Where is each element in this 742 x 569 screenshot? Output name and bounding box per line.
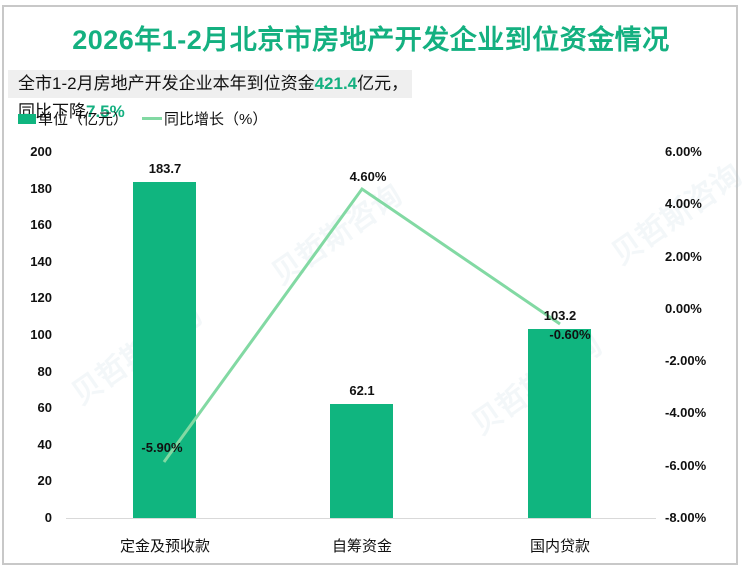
legend-line-label: 同比增长（%） (164, 111, 268, 128)
right-tick: 2.00% (665, 249, 702, 264)
left-tick: 0 (44, 510, 52, 525)
right-tick: 6.00% (665, 144, 702, 159)
bar-self-raised (330, 404, 393, 518)
x-axis-line (66, 518, 656, 519)
x-label: 自筹资金 (331, 538, 392, 555)
legend-line-swatch (142, 117, 163, 120)
chart-frame (2, 5, 738, 565)
bar-value-label: 62.1 (349, 383, 375, 398)
bar-domestic-loans (528, 329, 591, 518)
left-tick: 40 (37, 437, 52, 452)
growth-label: -5.90% (141, 440, 183, 455)
right-tick: -6.00% (665, 458, 707, 473)
left-tick: 20 (37, 473, 52, 488)
left-tick: 60 (37, 400, 52, 415)
right-tick: 4.00% (665, 196, 702, 211)
growth-label: -0.60% (549, 327, 591, 342)
left-tick: 180 (30, 181, 52, 196)
left-tick: 120 (30, 290, 52, 305)
subtitle-pct: 7.5% (86, 102, 125, 121)
bar-value-label: 183.7 (148, 161, 182, 176)
right-tick: -2.00% (665, 353, 707, 368)
legend: 单位（亿元） 同比增长（%） (18, 108, 267, 129)
right-tick: -4.00% (665, 405, 707, 420)
bar-value-label: 103.2 (543, 308, 577, 323)
legend-bar-label: 单位（亿元） (38, 111, 129, 128)
x-label: 定金及预收款 (119, 538, 210, 555)
legend-bar-swatch (18, 113, 36, 124)
left-tick: 100 (30, 327, 52, 342)
left-tick: 200 (30, 144, 52, 159)
left-tick: 140 (30, 254, 52, 269)
x-label: 国内贷款 (529, 538, 590, 555)
right-tick: -8.00% (665, 510, 707, 525)
subtitle-prefix: 全市1-2月房地产开发企业本年到位资金 (18, 74, 315, 93)
left-tick: 160 (30, 217, 52, 232)
left-tick: 80 (37, 364, 52, 379)
subtitle-amount: 421.4 (314, 74, 358, 93)
right-tick: 0.00% (665, 301, 702, 316)
growth-label: 4.60% (349, 169, 387, 184)
chart-title: 2026年1-2月北京市房地产开发企业到位资金情况 (72, 25, 670, 55)
